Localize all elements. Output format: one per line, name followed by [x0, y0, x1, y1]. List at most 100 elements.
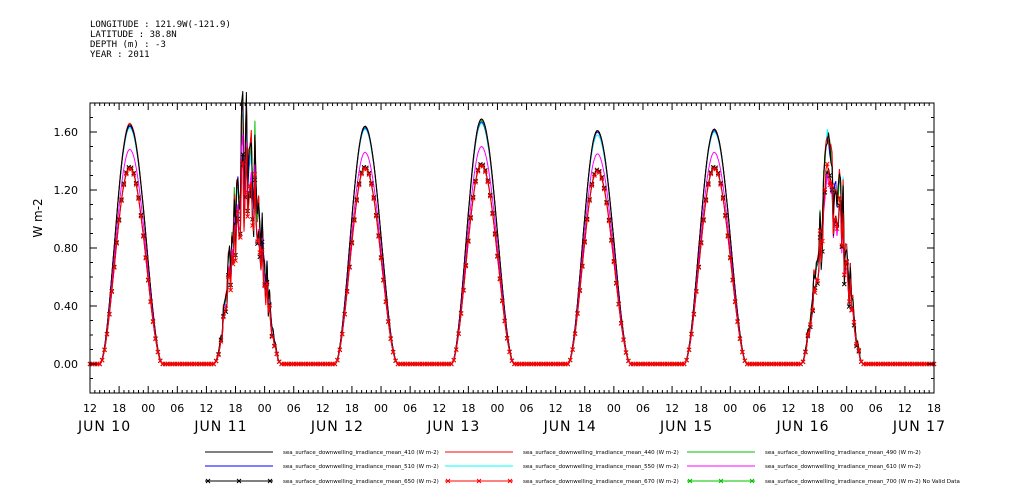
series-marker-670 [509, 358, 515, 364]
series-marker-670 [606, 218, 612, 224]
series-marker-670 [592, 173, 597, 178]
y-tick-label: 0.40 [54, 300, 79, 313]
series-marker-670 [121, 182, 127, 188]
series-marker-670 [143, 255, 149, 261]
series-marker-670 [727, 255, 733, 261]
series-marker-670 [128, 166, 134, 172]
legend-item-490: sea_surface_downwelling_irradiance_mean_… [687, 450, 921, 456]
x-hour-label: 18 [694, 402, 708, 415]
series-marker-670 [259, 247, 265, 253]
series-marker-670 [851, 319, 857, 325]
series-marker-670 [155, 349, 161, 355]
plot-frame [89, 102, 935, 394]
series-marker-670 [373, 213, 379, 219]
legend-item-410: sea_surface_downwelling_irradiance_mean_… [205, 450, 439, 456]
series-marker-650 [240, 152, 246, 157]
series-410 [90, 91, 934, 365]
series-marker-670 [492, 232, 498, 237]
series-marker-670 [473, 179, 478, 185]
legend-item-650: sea_surface_downwelling_irradiance_mean_… [205, 478, 439, 485]
x-day-label: JUN 15 [659, 419, 713, 435]
legend-label: sea_surface_downwelling_irradiance_mean_… [765, 450, 921, 456]
y-axis-label: W m-2 [31, 198, 45, 237]
series-marker-670 [723, 213, 728, 219]
series-marker-670 [449, 361, 454, 367]
series-marker-670 [153, 336, 158, 342]
series-marker-670 [482, 169, 488, 175]
series-marker-670 [613, 281, 619, 286]
series-marker-670 [347, 265, 352, 270]
series-marker-670 [807, 322, 813, 327]
series-marker-670 [480, 163, 486, 169]
series-marker-670 [368, 182, 374, 187]
series-550 [90, 103, 934, 365]
series-marker-670 [157, 358, 163, 364]
depth-text: DEPTH (m) : -3 [90, 40, 166, 50]
series-marker-670 [584, 217, 590, 223]
series-marker-670 [221, 314, 226, 320]
legend-label: sea_surface_downwelling_irradiance_mean_… [283, 464, 439, 470]
series-marker-670 [463, 263, 469, 269]
x-hour-label: 18 [345, 402, 359, 415]
legend-marker [687, 478, 693, 484]
x-hour-label: 06 [403, 402, 417, 415]
x-hour-label: 12 [83, 402, 97, 415]
series-marker-670 [706, 182, 711, 188]
x-hour-label: 00 [723, 402, 737, 415]
y-tick-label: 0.80 [54, 242, 79, 255]
series-marker-670 [271, 344, 277, 349]
series-marker-670 [97, 361, 103, 367]
series-marker-670 [846, 299, 852, 304]
legend-label: sea_surface_downwelling_irradiance_mean_… [523, 464, 679, 470]
series-marker-670 [235, 208, 241, 214]
x-hour-label: 18 [461, 402, 475, 415]
series-marker-670 [495, 254, 500, 260]
series-marker-670 [366, 172, 372, 177]
series-marker-670 [451, 357, 457, 363]
series-marker-670 [342, 312, 348, 317]
series-marker-670 [354, 198, 360, 204]
series-marker-650 [259, 239, 265, 245]
series-marker-670 [817, 228, 823, 233]
series-marker-670 [487, 193, 493, 199]
series-marker-670 [138, 213, 144, 219]
series-marker-670 [461, 288, 466, 294]
legend-item-510: sea_surface_downwelling_irradiance_mean_… [205, 464, 439, 470]
series-marker-670 [502, 318, 508, 324]
series-marker-670 [740, 349, 745, 355]
series-marker-670 [109, 289, 115, 295]
series-marker-670 [238, 235, 243, 240]
x-day-label: JUN 11 [193, 419, 247, 435]
series-marker-670 [684, 357, 689, 363]
series-marker-670 [381, 278, 386, 283]
series-marker-670 [136, 196, 141, 202]
series-marker-670 [339, 331, 345, 337]
legend-marker [445, 478, 451, 484]
x-hour-label: 06 [869, 402, 883, 415]
x-hour-label: 12 [665, 402, 679, 415]
series-marker-670 [230, 261, 236, 267]
series-line-490 [90, 94, 934, 365]
series-marker-670 [579, 264, 585, 269]
series-marker-670 [216, 352, 221, 358]
series-marker-670 [507, 349, 512, 355]
series-marker-670 [812, 290, 818, 296]
series-marker-670 [713, 166, 719, 172]
series-marker-670 [99, 357, 105, 363]
y-tick-label: 0.00 [54, 358, 79, 371]
series-marker-650 [846, 304, 852, 309]
series-marker-670 [691, 312, 697, 317]
series-marker-670 [703, 198, 709, 204]
series-marker-670 [841, 272, 847, 278]
year-text: YEAR : 2011 [90, 50, 150, 60]
series-marker-670 [839, 243, 845, 248]
series-marker-670 [116, 218, 122, 224]
series-marker-670 [274, 351, 280, 357]
series-marker-670 [264, 281, 270, 286]
series-marker-670 [150, 319, 156, 325]
series-marker-670 [269, 334, 275, 340]
series-marker-670 [504, 336, 510, 341]
series-marker-670 [247, 183, 253, 189]
legend-marker [205, 478, 211, 484]
series-670 [87, 146, 937, 367]
